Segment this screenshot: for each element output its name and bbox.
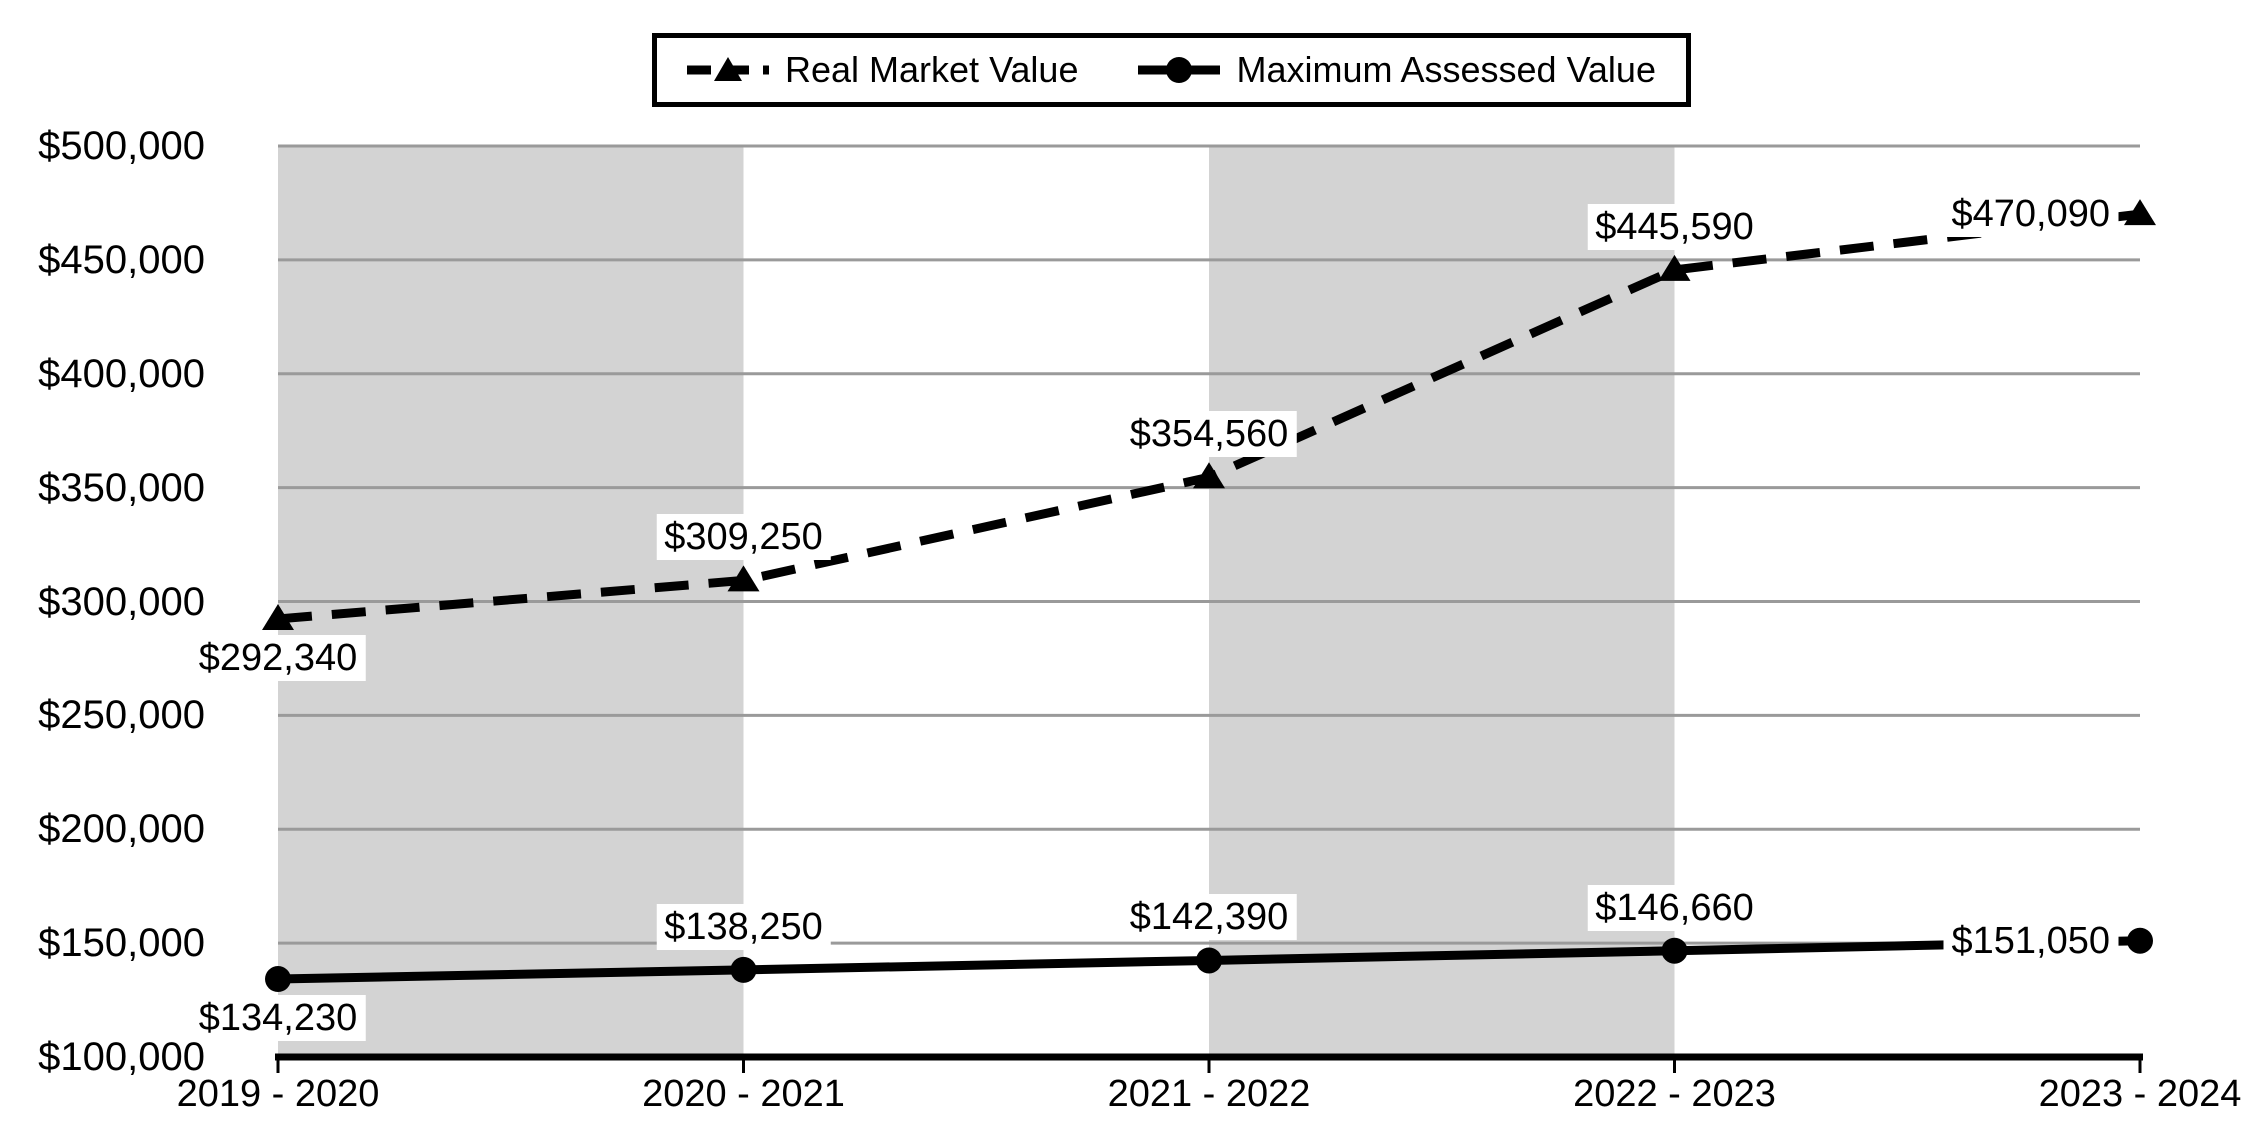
legend-label-maximum-assessed-value: Maximum Assessed Value xyxy=(1236,49,1656,90)
dashed-line-triangle-marker-icon xyxy=(687,57,769,81)
triangle-marker-icon xyxy=(1193,462,1225,489)
legend-item-real-market-value: Real Market Value xyxy=(687,49,1078,91)
legend-label-real-market-value: Real Market Value xyxy=(785,49,1079,90)
legend: Real Market Value Maximum Assessed Value xyxy=(652,33,1691,107)
circle-marker-icon xyxy=(1661,937,1688,964)
circle-marker-icon xyxy=(730,956,757,983)
legend-item-maximum-assessed-value: Maximum Assessed Value xyxy=(1138,49,1656,91)
triangle-marker-icon xyxy=(2124,199,2156,226)
triangle-marker-icon xyxy=(1658,254,1691,281)
circle-marker-icon xyxy=(265,966,291,993)
solid-line-circle-marker-icon xyxy=(1138,57,1221,83)
triangle-marker-icon xyxy=(262,603,294,630)
triangle-marker-icon xyxy=(727,565,760,592)
circle-marker-icon xyxy=(2127,927,2153,954)
circle-marker-icon xyxy=(1196,947,1222,974)
